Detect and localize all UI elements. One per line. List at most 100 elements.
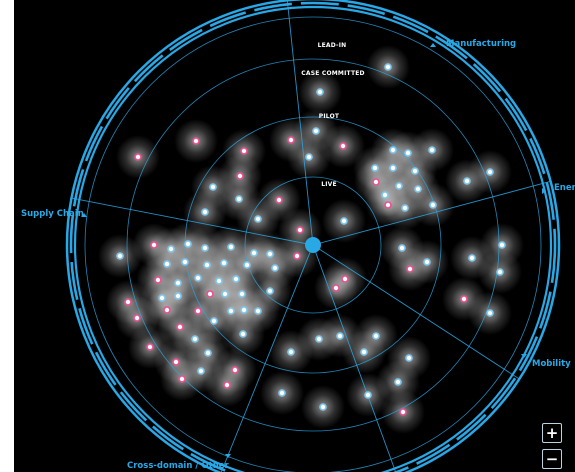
- radar-marker[interactable]: [315, 335, 323, 343]
- radar-marker[interactable]: [498, 241, 506, 249]
- radar-marker[interactable]: [414, 185, 422, 193]
- radar-marker[interactable]: [360, 348, 368, 356]
- radar-marker[interactable]: [158, 294, 166, 302]
- radar-marker[interactable]: [201, 208, 209, 216]
- radar-marker[interactable]: [243, 261, 251, 269]
- radar-marker[interactable]: [287, 348, 295, 356]
- radar-marker[interactable]: [394, 378, 402, 386]
- radar-marker[interactable]: [404, 149, 412, 157]
- sector-label-mobility[interactable]: Mobility: [532, 359, 571, 369]
- radar-marker[interactable]: [460, 295, 468, 303]
- radar-chart[interactable]: LEAD-IN CASE COMMITTED PILOT LIVE Manufactu…: [14, 0, 575, 472]
- radar-marker[interactable]: [371, 164, 379, 172]
- radar-marker[interactable]: [411, 167, 419, 175]
- radar-marker[interactable]: [406, 265, 414, 273]
- radar-marker[interactable]: [194, 307, 202, 315]
- radar-marker[interactable]: [192, 137, 200, 145]
- radar-marker[interactable]: [181, 258, 189, 266]
- radar-marker[interactable]: [399, 408, 407, 416]
- radar-marker[interactable]: [296, 226, 304, 234]
- radar-marker[interactable]: [468, 254, 476, 262]
- radar-marker[interactable]: [271, 264, 279, 272]
- radar-marker[interactable]: [381, 191, 389, 199]
- radar-marker[interactable]: [275, 196, 283, 204]
- radar-marker[interactable]: [223, 381, 231, 389]
- radar-marker[interactable]: [191, 335, 199, 343]
- radar-marker[interactable]: [163, 260, 171, 268]
- radar-marker[interactable]: [389, 164, 397, 172]
- radar-marker[interactable]: [194, 274, 202, 282]
- radar-marker[interactable]: [204, 349, 212, 357]
- radar-marker[interactable]: [395, 182, 403, 190]
- radar-marker[interactable]: [133, 314, 141, 322]
- radar-marker[interactable]: [287, 136, 295, 144]
- radar-marker[interactable]: [206, 290, 214, 298]
- radar-marker[interactable]: [496, 268, 504, 276]
- radar-marker[interactable]: [116, 252, 124, 260]
- radar-marker[interactable]: [372, 178, 380, 186]
- radar-marker[interactable]: [235, 195, 243, 203]
- radar-marker[interactable]: [124, 298, 132, 306]
- radar-marker[interactable]: [231, 366, 239, 374]
- radar-marker[interactable]: [341, 275, 349, 283]
- radar-marker[interactable]: [176, 323, 184, 331]
- radar-marker[interactable]: [336, 332, 344, 340]
- radar-marker[interactable]: [384, 201, 392, 209]
- radar-marker[interactable]: [372, 332, 380, 340]
- radar-marker[interactable]: [254, 215, 262, 223]
- sector-label-supply-chain[interactable]: Supply Chain: [21, 209, 84, 219]
- radar-marker[interactable]: [215, 277, 223, 285]
- radar-marker[interactable]: [134, 153, 142, 161]
- radar-marker[interactable]: [154, 276, 162, 284]
- radar-marker[interactable]: [174, 292, 182, 300]
- zoom-in-button[interactable]: +: [542, 423, 562, 443]
- radar-marker[interactable]: [254, 307, 262, 315]
- radar-marker[interactable]: [203, 261, 211, 269]
- radar-marker[interactable]: [167, 245, 175, 253]
- radar-marker[interactable]: [172, 358, 180, 366]
- radar-marker[interactable]: [201, 244, 209, 252]
- sector-label-manufacturing[interactable]: Manufacturing: [446, 39, 516, 49]
- radar-marker[interactable]: [278, 389, 286, 397]
- radar-marker[interactable]: [227, 307, 235, 315]
- radar-marker[interactable]: [486, 309, 494, 317]
- radar-marker[interactable]: [398, 244, 406, 252]
- radar-marker[interactable]: [340, 217, 348, 225]
- radar-marker[interactable]: [423, 258, 431, 266]
- radar-marker[interactable]: [240, 306, 248, 314]
- radar-marker[interactable]: [316, 88, 324, 96]
- radar-marker[interactable]: [384, 63, 392, 71]
- radar-marker[interactable]: [429, 201, 437, 209]
- radar-marker[interactable]: [339, 142, 347, 150]
- radar-marker[interactable]: [210, 317, 218, 325]
- radar-marker[interactable]: [221, 290, 229, 298]
- radar-marker[interactable]: [389, 146, 397, 154]
- sector-label-energy[interactable]: Energy: [554, 183, 575, 193]
- radar-marker[interactable]: [197, 367, 205, 375]
- radar-marker[interactable]: [364, 391, 372, 399]
- radar-marker[interactable]: [305, 153, 313, 161]
- radar-marker[interactable]: [163, 306, 171, 314]
- radar-marker[interactable]: [150, 241, 158, 249]
- radar-marker[interactable]: [250, 249, 258, 257]
- radar-marker[interactable]: [486, 168, 494, 176]
- radar-marker[interactable]: [266, 250, 274, 258]
- radar-marker[interactable]: [238, 290, 246, 298]
- radar-marker[interactable]: [428, 146, 436, 154]
- radar-marker[interactable]: [220, 259, 228, 267]
- radar-marker[interactable]: [293, 252, 301, 260]
- radar-marker[interactable]: [401, 204, 409, 212]
- radar-marker[interactable]: [232, 275, 240, 283]
- radar-marker[interactable]: [209, 183, 217, 191]
- radar-marker[interactable]: [240, 147, 248, 155]
- sector-label-cross-domain-other[interactable]: Cross-domain / Other: [127, 461, 230, 471]
- radar-marker[interactable]: [266, 287, 274, 295]
- radar-marker[interactable]: [239, 330, 247, 338]
- radar-marker[interactable]: [332, 284, 340, 292]
- radar-marker[interactable]: [184, 240, 192, 248]
- radar-marker[interactable]: [312, 127, 320, 135]
- zoom-out-button[interactable]: −: [542, 449, 562, 469]
- radar-marker[interactable]: [236, 172, 244, 180]
- radar-marker[interactable]: [227, 243, 235, 251]
- radar-marker[interactable]: [146, 343, 154, 351]
